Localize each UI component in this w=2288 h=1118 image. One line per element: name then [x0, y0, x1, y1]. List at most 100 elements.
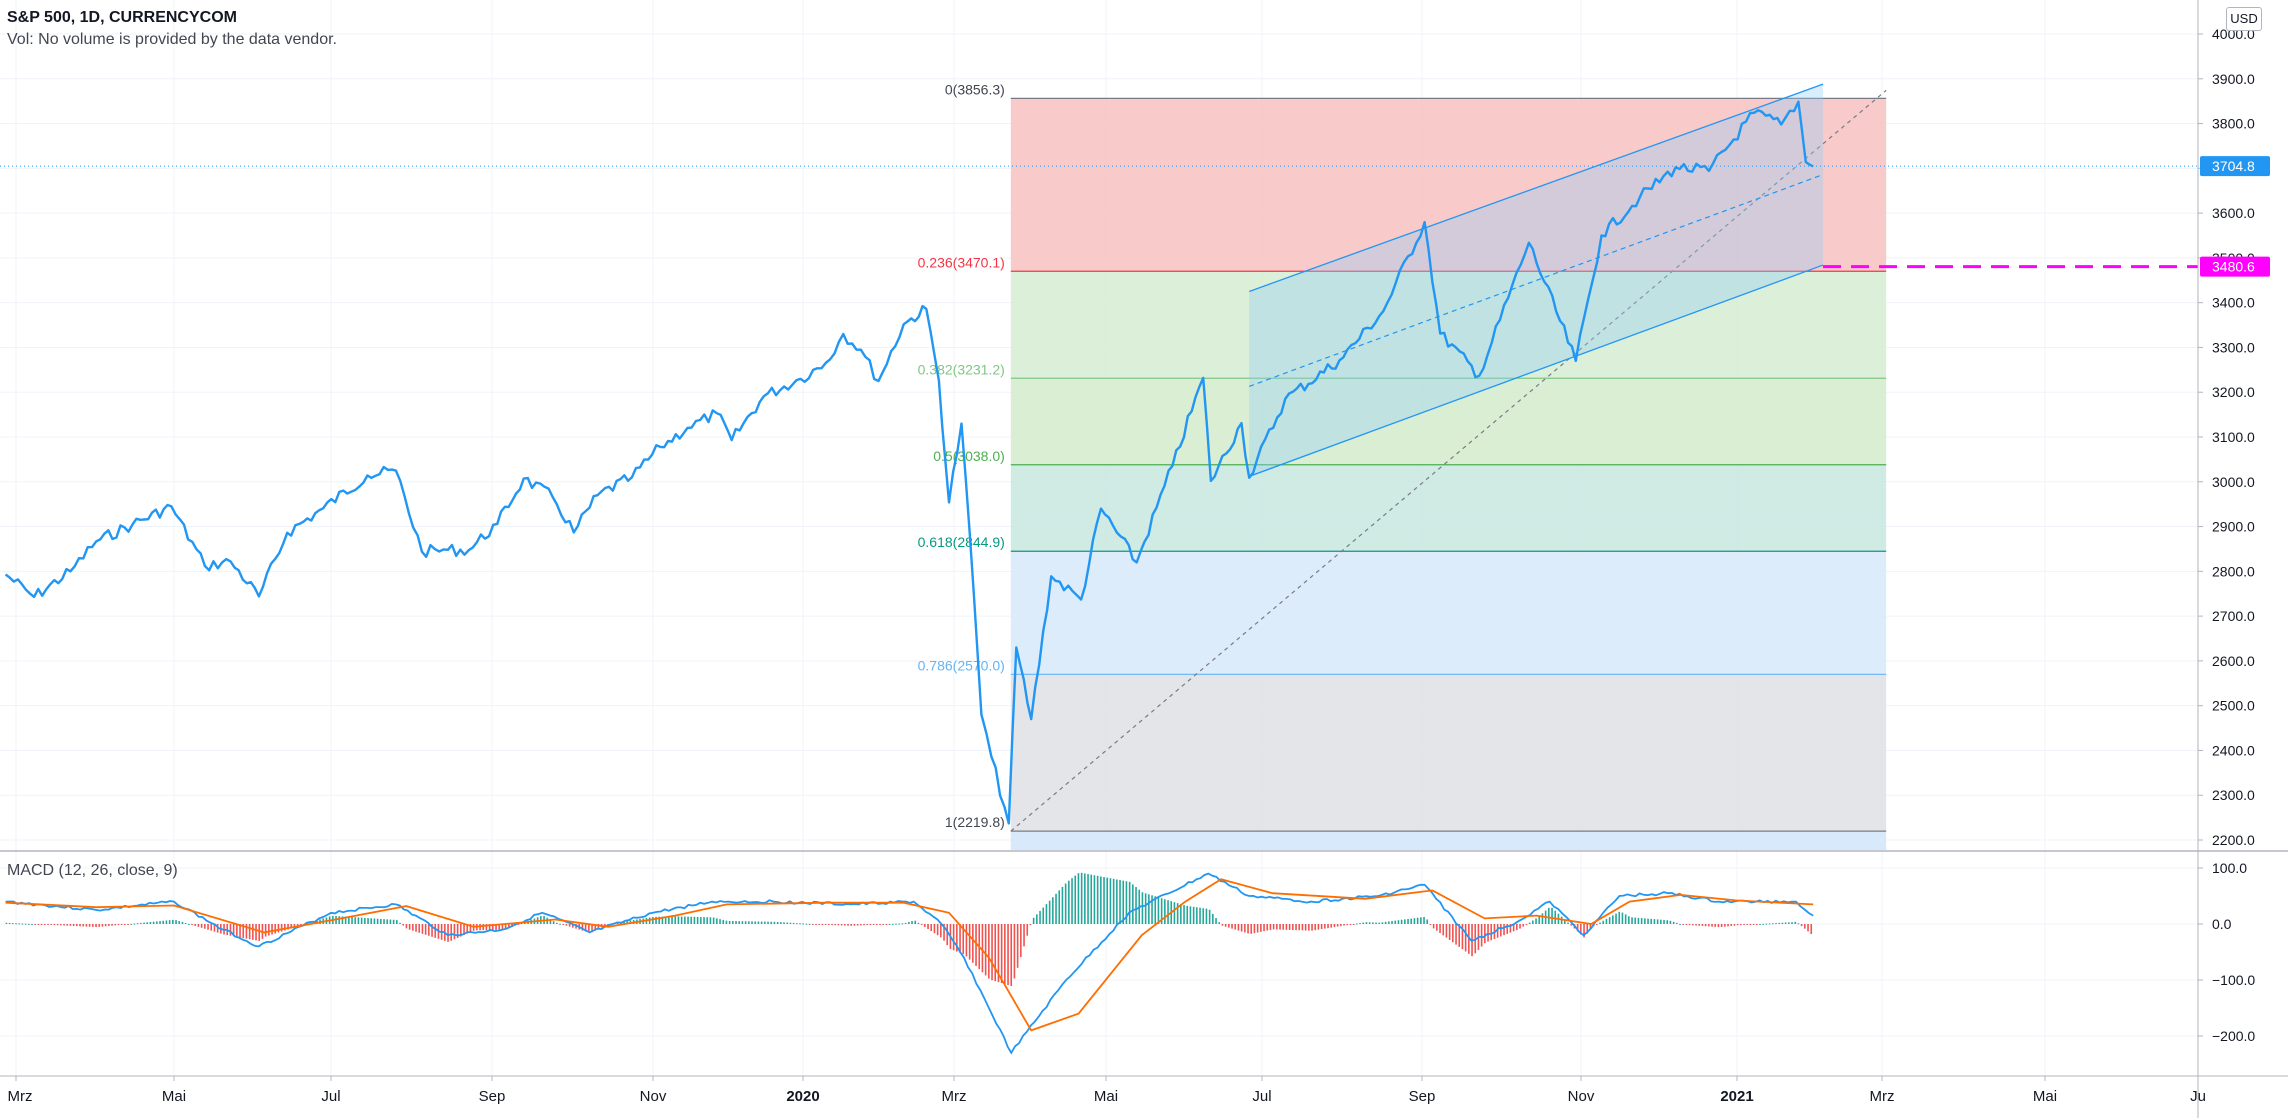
macd-histogram-bar: [101, 924, 104, 927]
macd-histogram-bar: [1394, 920, 1397, 924]
macd-histogram-bar: [1685, 924, 1688, 925]
macd-histogram-bar: [1487, 924, 1489, 942]
macd-histogram-bar: [156, 921, 158, 924]
macd-histogram-bar: [1010, 924, 1013, 987]
macd-histogram-bar: [47, 924, 49, 925]
macd-histogram-bar: [1647, 918, 1649, 924]
macd-histogram-bar: [1621, 912, 1624, 924]
macd-histogram-bar: [725, 920, 728, 924]
macd-histogram-bar: [1519, 924, 1521, 929]
macd-histogram-bar: [728, 920, 731, 924]
macd-histogram-bar: [1432, 924, 1435, 929]
macd-histogram-bar: [975, 924, 977, 966]
macd-histogram-bar: [434, 924, 437, 938]
macd-histogram-bar: [1036, 914, 1038, 924]
macd-histogram-bar: [1272, 924, 1275, 930]
macd-histogram-bar: [936, 924, 939, 936]
macd-histogram-bar: [1381, 922, 1384, 924]
macd-histogram-bar: [764, 921, 766, 924]
macd-histogram-bar: [498, 924, 501, 930]
macd-histogram-bar: [1378, 922, 1381, 924]
macd-histogram-bar: [124, 924, 126, 925]
time-axis-label: Jul: [1252, 1088, 1271, 1105]
macd-histogram-bar: [204, 924, 206, 929]
macd-histogram-bar: [1340, 924, 1342, 927]
symbol-title[interactable]: S&P 500, 1D, CURRENCYCOM: [7, 9, 237, 26]
macd-histogram-bar: [770, 921, 773, 924]
macd-histogram-bar: [802, 923, 805, 925]
macd-histogram-bar: [178, 921, 181, 924]
macd-histogram-bar: [373, 918, 376, 924]
macd-histogram-bar: [1186, 905, 1189, 924]
macd-histogram-bar: [85, 924, 88, 927]
macd-indicator-label[interactable]: MACD (12, 26, close, 9): [7, 862, 178, 879]
macd-histogram-bar: [293, 924, 296, 928]
macd-histogram-bar: [1295, 924, 1297, 931]
macd-histogram-bar: [962, 924, 965, 955]
currency-badge[interactable]: USD: [2226, 7, 2262, 31]
macd-histogram-bar: [1439, 924, 1441, 934]
macd-histogram-bar: [367, 918, 369, 924]
macd-histogram-bar: [1698, 924, 1701, 926]
macd-histogram-bar: [773, 921, 776, 924]
macd-histogram-bar: [968, 924, 971, 960]
macd-histogram-bar: [239, 924, 241, 938]
macd-histogram-bar: [594, 924, 597, 931]
macd-histogram-bar: [588, 924, 590, 933]
macd-histogram-bar: [920, 924, 923, 925]
macd-histogram-bar: [1336, 924, 1339, 927]
fib-level-label: 1(2219.8): [945, 814, 1005, 830]
macd-histogram-bar: [965, 924, 968, 957]
macd-histogram-bar: [1039, 910, 1041, 924]
macd-axis-label: −200.0: [2212, 1028, 2255, 1044]
macd-histogram-bar: [421, 924, 424, 934]
macd-histogram-bar: [1608, 917, 1611, 924]
macd-histogram-bar: [1048, 900, 1051, 924]
macd-histogram-bar: [79, 924, 81, 927]
macd-histogram-bar: [501, 924, 504, 930]
macd-histogram-bar: [927, 924, 929, 930]
macd-histogram-bar: [271, 924, 273, 935]
macd-histogram-bar: [604, 924, 606, 926]
macd-histogram-bar: [1496, 924, 1499, 938]
macd-histogram-bar: [1666, 920, 1669, 924]
macd-histogram-bar: [1512, 924, 1515, 932]
macd-histogram-bar: [1260, 924, 1262, 932]
macd-histogram-bar: [1752, 924, 1755, 925]
macd-histogram-bar: [284, 924, 286, 931]
macd-histogram-bar: [1196, 907, 1198, 924]
macd-histogram-bar: [495, 924, 497, 931]
macd-histogram-bar: [1452, 924, 1454, 943]
macd-histogram-bar: [549, 919, 552, 924]
macd-histogram-bar: [1624, 914, 1627, 924]
macd-histogram-bar: [1132, 884, 1134, 924]
macd-histogram-bar: [988, 924, 990, 979]
macd-histogram-bar: [1720, 924, 1723, 928]
fib-zone: [1010, 831, 1887, 850]
macd-histogram-bar: [405, 924, 408, 929]
macd-histogram-bar: [287, 924, 289, 930]
macd-histogram-bar: [1692, 924, 1694, 926]
macd-histogram-bar: [1093, 875, 1096, 924]
macd-histogram-bar: [50, 924, 53, 925]
macd-histogram-bar: [1506, 924, 1509, 934]
time-axis-label: Mai: [2033, 1088, 2057, 1105]
macd-histogram-bar: [924, 924, 926, 927]
macd-histogram-bar: [1612, 915, 1614, 924]
macd-histogram-bar: [341, 916, 344, 924]
macd-histogram-bar: [1736, 924, 1739, 926]
fib-zone: [1010, 551, 1887, 675]
price-axis-label: 2800.0: [2212, 563, 2255, 579]
macd-histogram-bar: [892, 923, 894, 925]
macd-histogram-bar: [866, 924, 869, 926]
macd-histogram-bar: [1532, 920, 1534, 924]
macd-histogram-bar: [248, 924, 251, 940]
macd-histogram-bar: [780, 922, 782, 924]
time-axis-label: Mrz: [942, 1088, 967, 1105]
macd-histogram-bar: [264, 924, 267, 937]
price-axis-label: 3400.0: [2212, 295, 2255, 311]
macd-histogram-bar: [668, 916, 670, 924]
macd-histogram-bar: [1404, 919, 1406, 924]
macd-histogram-bar: [661, 916, 664, 924]
